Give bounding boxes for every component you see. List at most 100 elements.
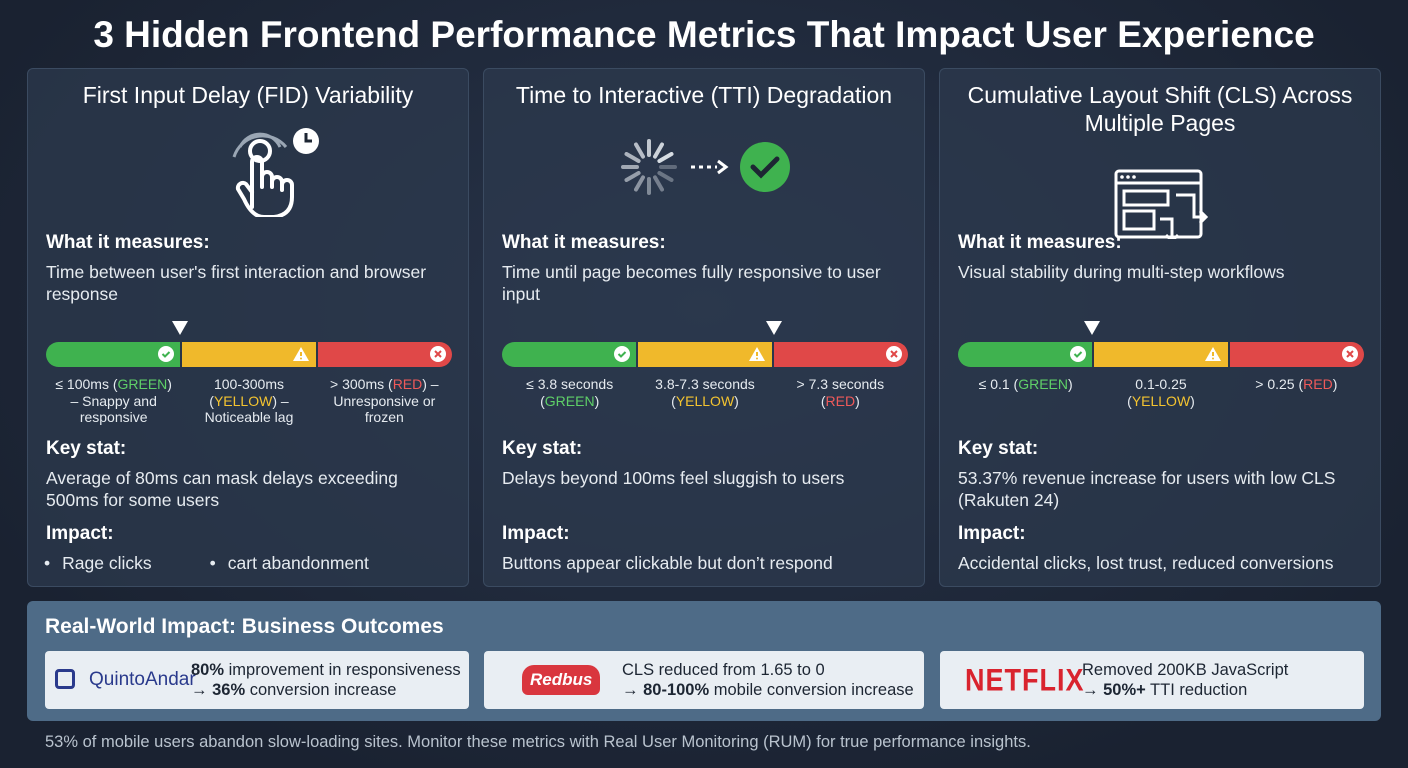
section-label: Impact: [502, 523, 570, 544]
outcomes-heading: Real-World Impact: Business Outcomes [45, 615, 444, 638]
label-part: GREEN [1018, 376, 1069, 392]
label-part: GREEN [117, 376, 168, 392]
line-part: TTI reduction [1145, 681, 1248, 699]
bar-segment [638, 342, 772, 367]
outcome-card: Redbus CLS reduced from 1.65 to 0 → 80-100… [484, 651, 924, 709]
impact-item: cart abandonment [202, 552, 369, 574]
company-logo: NETFLIX [965, 662, 1085, 697]
impact-list: Rage clicks cart abandonment [36, 552, 448, 574]
bar-segment [502, 342, 636, 367]
measures-text: Time between user's first interaction an… [46, 262, 427, 304]
bar-segment [318, 342, 452, 367]
label-part: ≤ 3.8 seconds ( [526, 376, 614, 409]
label-part: RED [1303, 376, 1333, 392]
threshold-label: > 300ms (RED) – Unresponsive or frozen [317, 376, 452, 426]
outcome-card: QuintoAndar 80% improvement in responsive… [45, 651, 469, 709]
threshold-labels: ≤ 0.1 (GREEN) 0.1-0.25 (YELLOW) > 0.25 (RE… [958, 376, 1364, 409]
bar-segment [774, 342, 908, 367]
threshold-bar [46, 342, 452, 367]
line-part: → [622, 681, 644, 699]
line-part: 80-100% [643, 681, 710, 699]
outcome-lines: Removed 200KB JavaScript → 50%+ TTI reduc… [1082, 660, 1288, 700]
company-logo: QuintoAndar [89, 669, 196, 690]
page-title: 3 Hidden Frontend Performance Metrics Th… [93, 14, 1315, 55]
bar-segment [1230, 342, 1364, 367]
impact-text: Buttons appear clickable but don’t respo… [502, 553, 833, 573]
stat-text: Delays beyond 100ms feel sluggish to use… [502, 468, 845, 488]
label-part: > 300ms ( [330, 376, 393, 392]
label-part: GREEN [544, 392, 595, 409]
label-part: > 0.25 ( [1255, 376, 1304, 392]
label-part: ) [594, 392, 600, 409]
label-part: 100-300ms ( [209, 376, 285, 409]
label-part: ) [855, 392, 860, 409]
label-part: ) – Noticeable lag [204, 392, 294, 426]
outcome-line: 80% improvement in responsiveness [191, 660, 461, 680]
threshold-bar [958, 342, 1364, 367]
label-part: ) [1190, 392, 1195, 409]
metric-card: Time to Interactive (TTI) Degradation Wh… [483, 68, 925, 587]
label-part: ) [1332, 376, 1338, 392]
outcomes-panel: Real-World Impact: Business Outcomes Qui… [27, 601, 1381, 721]
line-part: CLS reduced from 1.65 to 0 [622, 661, 825, 679]
card-heading: First Input Delay (FID) Variability [82, 82, 414, 108]
threshold-marker [1083, 321, 1100, 335]
measures-text: Time until page becomes fully responsive… [502, 262, 881, 304]
threshold-bar [502, 342, 908, 367]
section-label: Key stat: [502, 438, 583, 459]
label-part: > 7.3 seconds ( [796, 376, 885, 409]
line-part: 36% [212, 681, 246, 699]
label-part: YELLOW [213, 392, 273, 409]
bar-segment [182, 342, 316, 367]
section-label: What it measures: [958, 232, 1122, 253]
label-part: ) [1068, 376, 1073, 392]
line-part: mobile conversion increase [709, 681, 914, 699]
label-part: 3.8-7.3 seconds ( [655, 376, 755, 409]
label-part: ≤ 0.1 ( [978, 376, 1019, 392]
line-part: improvement in responsiveness [224, 661, 461, 679]
threshold-labels: ≤ 100ms (GREEN) – Snappy and responsive 1… [46, 376, 452, 426]
outcome-lines: CLS reduced from 1.65 to 0 → 80-100% mobi… [622, 660, 914, 700]
footer-note: 53% of mobile users abandon slow-loading… [45, 733, 1031, 751]
metric-card: Cumulative Layout Shift (CLS) Across Mul… [939, 68, 1381, 587]
label-part: RED [825, 392, 856, 409]
logo-mark [55, 669, 75, 689]
threshold-marker [171, 321, 188, 335]
section-label: What it measures: [46, 232, 210, 253]
threshold-labels: ≤ 3.8 seconds (GREEN) 3.8-7.3 seconds (YE… [502, 376, 908, 409]
line-part: 80% [191, 661, 225, 679]
measures-text: Visual stability during multi-step workf… [958, 262, 1285, 282]
card-heading: Time to Interactive (TTI) Degradation [515, 82, 893, 108]
line-part: 50%+ [1103, 681, 1146, 699]
line-part: → [1082, 681, 1104, 699]
outcome-lines: 80% improvement in responsiveness → 36% c… [191, 660, 461, 700]
metric-icon [940, 139, 1380, 244]
bar-segment [46, 342, 180, 367]
outcome-card: NETFLIX Removed 200KB JavaScript → 50%+ TT… [940, 651, 1364, 709]
metric-icon [484, 117, 924, 217]
bar-segment [1094, 342, 1228, 367]
threshold-label: ≤ 0.1 (GREEN) [958, 376, 1093, 409]
outcome-line: → 50%+ TTI reduction [1082, 680, 1288, 700]
impact-text: Accidental clicks, lost trust, reduced c… [958, 553, 1334, 573]
company-logo: Redbus [522, 665, 601, 695]
metric-card: First Input Delay (FID) Variability What… [27, 68, 469, 587]
outcome-line: CLS reduced from 1.65 to 0 [622, 660, 914, 680]
stat-text: 53.37% revenue increase for users with l… [958, 468, 1336, 510]
threshold-label: 0.1-0.25 (YELLOW) [1093, 376, 1228, 409]
threshold-label: ≤ 100ms (GREEN) – Snappy and responsive [46, 376, 181, 426]
section-label: Key stat: [46, 438, 127, 459]
label-part: RED [392, 376, 423, 392]
line-part: → [191, 681, 213, 699]
label-part: ) [734, 392, 739, 409]
metric-icon [28, 117, 468, 219]
threshold-label: 100-300ms (YELLOW) – Noticeable lag [181, 376, 316, 426]
impact-item: Rage clicks [36, 552, 151, 574]
label-part: ) – Unresponsive or frozen [333, 376, 439, 425]
label-part: YELLOW [675, 392, 735, 409]
line-part: Removed 200KB JavaScript [1082, 661, 1289, 679]
threshold-marker [766, 321, 783, 335]
section-label: Impact: [958, 523, 1026, 544]
label-part: ≤ 100ms ( [55, 376, 118, 392]
